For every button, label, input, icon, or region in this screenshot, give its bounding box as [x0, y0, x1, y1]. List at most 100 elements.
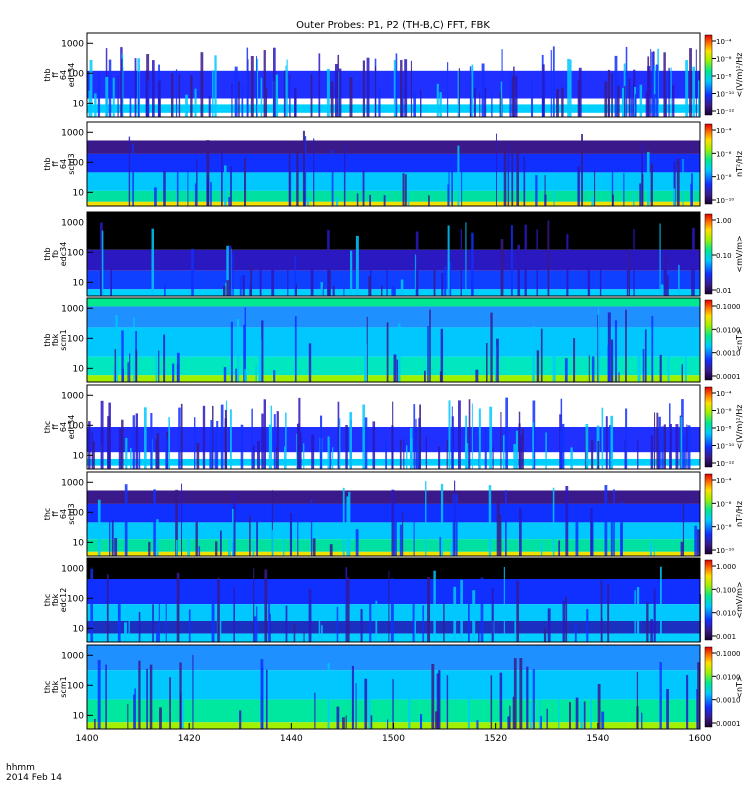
spectrum-burst [271, 490, 273, 556]
panel-label-line: 64 [59, 509, 68, 519]
spectrum-burst [310, 499, 313, 556]
spectrum-burst [535, 175, 538, 206]
spectrum-burst [159, 707, 162, 729]
spectrum-burst [364, 344, 367, 382]
spectrum-burst [586, 609, 589, 642]
spectrum-burst [236, 318, 240, 382]
spectrum-burst [683, 436, 686, 469]
spectrum-burst [578, 67, 582, 117]
spectrum-burst [320, 415, 323, 469]
spectrum-burst [194, 417, 196, 469]
spectrum-burst [337, 54, 340, 117]
panel-label-line: fbk [51, 333, 60, 346]
spectrum-burst [145, 70, 148, 117]
spectrum-burst [607, 583, 610, 642]
spectrum-burst [561, 423, 565, 469]
spectrum-burst [440, 483, 444, 556]
spectrum-burst [259, 339, 262, 382]
spectrum-burst [396, 359, 399, 382]
spectrum-burst [610, 415, 614, 469]
spectrogram-panel: 10 100 1000 thc fbk edc12 0.001 0.010 0.100 1.000… [43, 557, 744, 643]
spectrum-burst [492, 446, 494, 469]
y-tick-label: 100 [67, 594, 84, 604]
spectrum-burst [651, 51, 654, 117]
spectrum-burst [88, 90, 91, 117]
spectrum-burst [507, 716, 510, 729]
spectrum-burst [100, 400, 104, 469]
spectrum-burst [393, 354, 397, 382]
spectrum-burst [447, 225, 450, 296]
spectrum-burst [468, 399, 471, 469]
spectrum-burst [439, 371, 443, 382]
colorbar-tick-label: 10⁻⁶ [716, 500, 732, 508]
spectrum-burst [691, 173, 693, 206]
spectrum-burst [686, 424, 688, 469]
spectrum-burst [171, 73, 174, 117]
spectrum-burst [286, 59, 288, 117]
spectrum-burst [114, 538, 118, 556]
spectrum-burst [94, 718, 96, 729]
y-tick-label: 100 [67, 508, 84, 518]
panel-frame [86, 211, 701, 297]
spectrum-burst [413, 404, 416, 469]
spectrum-burst [153, 489, 156, 556]
spectrum-burst [375, 600, 378, 642]
colorbar-tick-label: 10⁻¹² [716, 108, 734, 116]
spectrum-burst [114, 349, 116, 382]
panel-label-line: thb [43, 333, 52, 346]
spectrum-burst [544, 194, 547, 206]
spectrum-burst [637, 327, 641, 382]
spectrum-band [87, 70, 700, 99]
spectrum-burst [394, 503, 397, 556]
spectrum-burst [331, 149, 334, 206]
spectrum-burst [370, 715, 373, 729]
spectrum-burst [176, 352, 180, 382]
spectrum-burst [591, 439, 594, 469]
spectrum-burst [244, 307, 246, 382]
y-tick-label: 1000 [61, 478, 84, 488]
spectrum-burst [499, 92, 502, 117]
spectrum-burst [349, 77, 353, 117]
spectrum-burst [105, 664, 107, 729]
spectrum-burst [484, 428, 487, 469]
spectrum-burst [194, 183, 197, 206]
spectrum-burst [402, 173, 405, 206]
spectrum-burst [547, 608, 551, 642]
spectrum-burst [511, 142, 514, 206]
panel-label-line: edc34 [67, 415, 76, 440]
spectrum-burst [414, 604, 417, 642]
spectrum-burst [681, 364, 683, 382]
spectrum-burst [289, 78, 291, 117]
spectrum-burst [670, 67, 672, 117]
spectrum-burst [647, 66, 651, 117]
spectrum-burst [406, 445, 408, 469]
spectrum-burst [253, 616, 257, 642]
spectrum-burst [570, 447, 573, 469]
spectrum-band [87, 201, 700, 206]
spectrum-burst [574, 624, 577, 642]
spectrum-burst [505, 490, 507, 556]
panel-label-line: thb [43, 68, 52, 81]
panel-label-line: fbk [51, 680, 60, 693]
spectrum-burst [265, 88, 268, 117]
spectrum-burst [234, 66, 238, 117]
spectrum-burst [249, 515, 251, 556]
spectrum-burst [246, 47, 249, 117]
spectrum-band [87, 472, 700, 491]
spectrum-burst [404, 59, 408, 117]
spectrum-burst [327, 436, 330, 469]
spectrum-burst [133, 317, 135, 382]
spectrum-burst [132, 415, 135, 469]
spectrum-burst [471, 403, 473, 469]
spectrum-burst [107, 443, 111, 469]
spectrum-burst [536, 350, 540, 382]
spectrum-burst [231, 83, 233, 117]
spectrum-burst [400, 279, 404, 296]
spectrum-burst [473, 88, 476, 117]
spectrum-burst [250, 266, 253, 296]
spectrum-burst [108, 402, 111, 469]
spectrum-burst [503, 149, 507, 206]
spectrum-burst [285, 412, 287, 469]
spectrum-burst [613, 489, 615, 556]
spectrum-burst [634, 94, 637, 117]
